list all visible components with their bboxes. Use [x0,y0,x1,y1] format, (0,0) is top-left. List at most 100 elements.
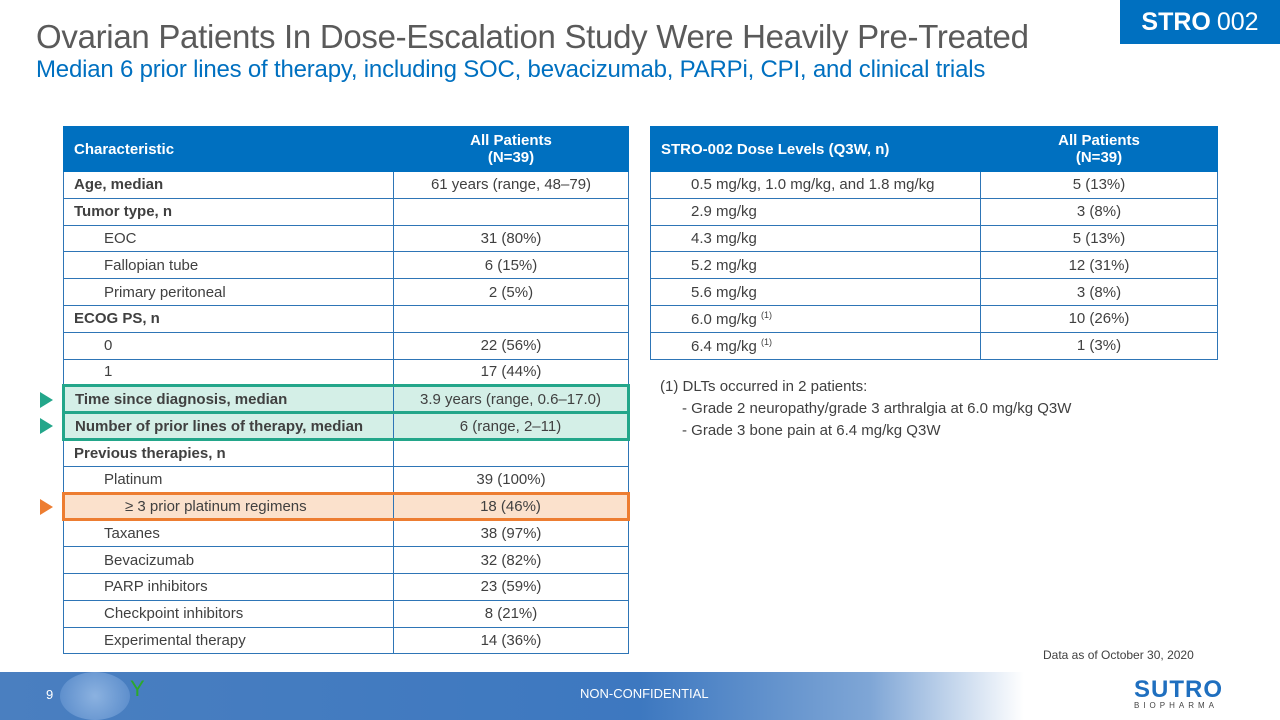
table-row: Bevacizumab 32 (82%) [63,546,629,574]
slide-subtitle: Median 6 prior lines of therapy, includi… [36,56,986,83]
row-value [393,304,629,333]
row-value: 38 (97%) [393,519,629,548]
footnote-ref: (1) [761,336,773,347]
row-label: EOC [63,224,394,253]
table-row: Previous therapies, n [63,438,629,467]
data-date: Data as of October 30, 2020 [1043,648,1194,662]
table-row: 1 17 (44%) [63,358,629,387]
column-header: Characteristic [63,126,394,172]
row-value: 6 (15%) [393,251,629,280]
slide-title: Ovarian Patients In Dose-Escalation Stud… [36,18,1029,55]
table-row: Taxanes 38 (97%) [63,519,629,548]
table-row: 5.2 mg/kg 12 (31%) [650,251,1218,280]
row-label: Previous therapies, n [63,438,394,467]
table-row: Platinum 39 (100%) [63,465,629,494]
row-value [393,438,629,467]
row-label: 0 [63,331,394,360]
row-label: Primary peritoneal [63,278,394,306]
page-number: 9 [46,687,54,702]
row-value: 12 (31%) [980,251,1218,280]
row-label: Age, median [63,171,394,199]
table-row: 6.4 mg/kg (1) 1 (3%) [650,331,1218,360]
row-label: PARP inhibitors [63,572,394,601]
table-row: EOC 31 (80%) [63,224,629,253]
antibody-icon: Y [130,676,145,701]
table-row: 4.3 mg/kg 5 (13%) [650,224,1218,253]
footer-band [0,672,1280,720]
footnote-item: - Grade 2 neuropathy/grade 3 arthralgia … [682,400,1072,417]
highlight-arrow-icon [40,418,53,434]
highlight-arrow-icon [40,499,53,515]
row-value: 17 (44%) [393,358,629,387]
row-value [393,197,629,226]
row-label: Fallopian tube [63,251,394,280]
row-label: Platinum [63,465,394,494]
row-label: ECOG PS, n [63,304,394,333]
row-value: 3.9 years (range, 0.6–17.0) [393,384,630,415]
cell-image [60,672,130,720]
dose-levels-table: STRO-002 Dose Levels (Q3W, n) All Patien… [650,126,1218,360]
row-value: 6 (range, 2–11) [393,411,630,441]
column-header: All Patients (N=39) [393,126,629,172]
badge-bold: STRO [1141,7,1211,36]
table-row: PARP inhibitors 23 (59%) [63,572,629,601]
dose-label: 5.2 mg/kg [650,251,981,280]
row-value: 61 years (range, 48–79) [393,171,629,199]
row-value: 1 (3%) [980,331,1218,360]
column-header: All Patients (N=39) [980,126,1218,172]
table-row: Checkpoint inhibitors 8 (21%) [63,599,629,628]
dose-label: 2.9 mg/kg [650,197,981,226]
row-value: 10 (26%) [980,304,1218,333]
dose-label: 5.6 mg/kg [650,278,981,306]
row-value: 39 (100%) [393,465,629,494]
table-row: Age, median 61 years (range, 48–79) [63,171,629,199]
dose-label: 4.3 mg/kg [650,224,981,253]
row-label: 1 [63,358,394,387]
footnotes: (1) DLTs occurred in 2 patients: - Grade… [660,376,1071,442]
table-row: Number of prior lines of therapy, median… [62,411,630,441]
table-row: ≥ 3 prior platinum regimens 18 (46%) [62,491,630,522]
table-row: 5.6 mg/kg 3 (8%) [650,278,1218,306]
table-row: Primary peritoneal 2 (5%) [63,278,629,306]
row-value: 2 (5%) [393,278,629,306]
table-row: Fallopian tube 6 (15%) [63,251,629,280]
row-label: Checkpoint inhibitors [63,599,394,628]
table-row: 0 22 (56%) [63,331,629,360]
row-value: 5 (13%) [980,171,1218,199]
row-value: 3 (8%) [980,278,1218,306]
highlight-arrow-icon [40,392,53,408]
row-value: 3 (8%) [980,197,1218,226]
row-label: Number of prior lines of therapy, median [62,411,394,441]
characteristics-table: Characteristic All Patients (N=39) Age, m… [62,126,630,655]
row-label: ≥ 3 prior platinum regimens [62,491,394,522]
row-value: 5 (13%) [980,224,1218,253]
badge-number: 002 [1216,7,1259,36]
footnote-head: (1) DLTs occurred in 2 patients: [660,378,868,395]
footnote-item: - Grade 3 bone pain at 6.4 mg/kg Q3W [682,422,941,439]
dose-label: 6.4 mg/kg (1) [650,331,981,360]
table-row: 6.0 mg/kg (1) 10 (26%) [650,304,1218,333]
row-label: Taxanes [63,519,394,548]
row-label: Tumor type, n [63,197,394,226]
table-row: 0.5 mg/kg, 1.0 mg/kg, and 1.8 mg/kg 5 (1… [650,171,1218,199]
table-row: Experimental therapy 14 (36%) [63,626,629,655]
footnote-ref: (1) [761,309,773,320]
row-label: Time since diagnosis, median [62,384,394,415]
row-value: 31 (80%) [393,224,629,253]
table-row: Tumor type, n [63,197,629,226]
row-value: 14 (36%) [393,626,629,655]
row-label: Experimental therapy [63,626,394,655]
row-label: Bevacizumab [63,546,394,574]
row-value: 22 (56%) [393,331,629,360]
product-badge: STRO 002 [1120,0,1280,44]
dose-label: 0.5 mg/kg, 1.0 mg/kg, and 1.8 mg/kg [650,171,981,199]
row-value: 32 (82%) [393,546,629,574]
column-header: STRO-002 Dose Levels (Q3W, n) [650,126,981,172]
table-row: 2.9 mg/kg 3 (8%) [650,197,1218,226]
row-value: 23 (59%) [393,572,629,601]
classification-label: NON-CONFIDENTIAL [580,686,709,701]
table-row: Time since diagnosis, median 3.9 years (r… [62,384,630,415]
row-value: 18 (46%) [393,491,630,522]
sutro-logo: SUTRO BIOPHARMA [1134,676,1223,710]
table-row: ECOG PS, n [63,304,629,333]
